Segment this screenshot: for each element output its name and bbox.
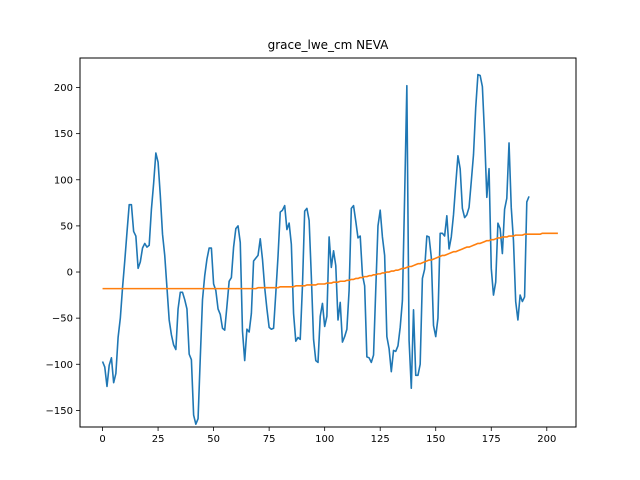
x-tick-label: 200 [537, 434, 556, 445]
chart-title: grace_lwe_cm NEVA [268, 38, 390, 52]
x-tick-label: 150 [426, 434, 445, 445]
x-tick-label: 0 [99, 434, 105, 445]
series-line-2 [102, 232, 558, 290]
series-layer [101, 73, 558, 426]
plot-frame [79, 57, 577, 428]
x-tick-label: 100 [315, 434, 334, 445]
axes-layer: 0 25 50 75 100 125 150 175 200 −150 −100 −50 0 50 100 1… [46, 83, 557, 445]
x-tick-label: 50 [207, 434, 220, 445]
y-tick-label: −50 [52, 314, 73, 325]
x-tick-label: 75 [263, 434, 276, 445]
x-tick-label: 25 [152, 434, 165, 445]
y-tick-label: 0 [67, 268, 73, 279]
y-tick-label: −150 [46, 406, 73, 417]
y-tick-label: 100 [54, 175, 73, 186]
y-tick-label: 150 [54, 129, 73, 140]
x-tick-label: 125 [371, 434, 390, 445]
y-tick-label: 50 [60, 221, 73, 232]
x-tick-label: 175 [482, 434, 501, 445]
series-line-1 [101, 73, 530, 426]
y-tick-label: 200 [54, 83, 73, 94]
y-tick-label: −100 [46, 360, 73, 371]
